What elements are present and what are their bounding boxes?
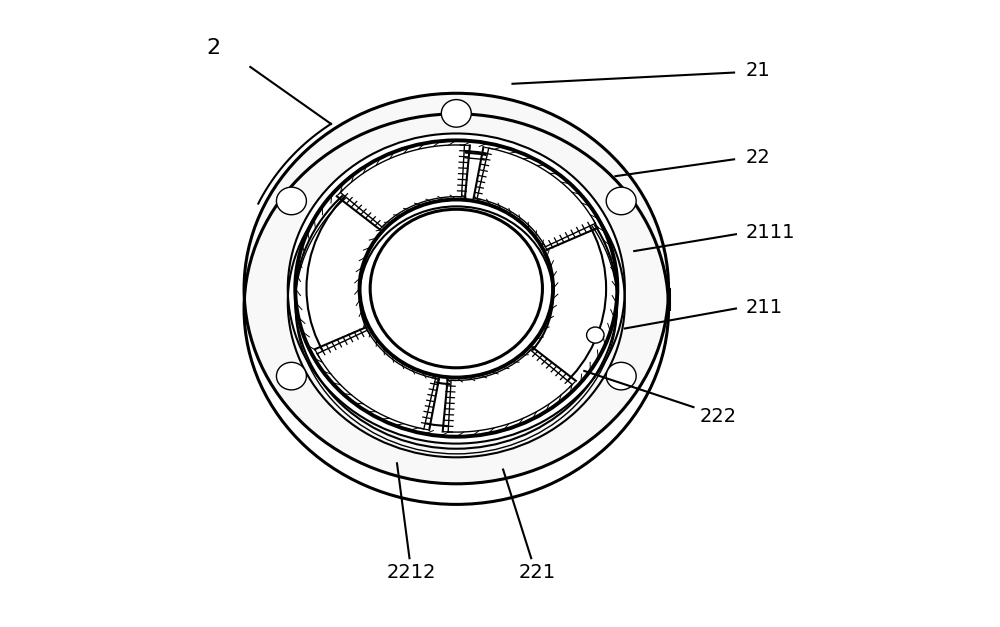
Text: 2: 2 [207, 38, 221, 58]
Text: 2111: 2111 [745, 223, 795, 242]
Polygon shape [477, 148, 595, 247]
Ellipse shape [441, 100, 471, 127]
Ellipse shape [288, 134, 625, 443]
Polygon shape [448, 350, 572, 432]
Text: 222: 222 [700, 407, 737, 426]
Ellipse shape [276, 187, 306, 214]
Ellipse shape [244, 93, 669, 484]
Ellipse shape [606, 187, 636, 214]
Ellipse shape [276, 362, 306, 390]
Text: 22: 22 [745, 148, 770, 167]
Ellipse shape [587, 327, 604, 343]
Text: 21: 21 [745, 61, 770, 80]
Polygon shape [317, 330, 436, 429]
Ellipse shape [606, 362, 636, 390]
Text: 2212: 2212 [386, 563, 436, 582]
Polygon shape [340, 145, 464, 227]
Text: 221: 221 [519, 563, 556, 582]
Ellipse shape [360, 199, 553, 377]
Text: 211: 211 [745, 298, 782, 317]
Ellipse shape [295, 140, 617, 436]
Ellipse shape [370, 209, 542, 368]
